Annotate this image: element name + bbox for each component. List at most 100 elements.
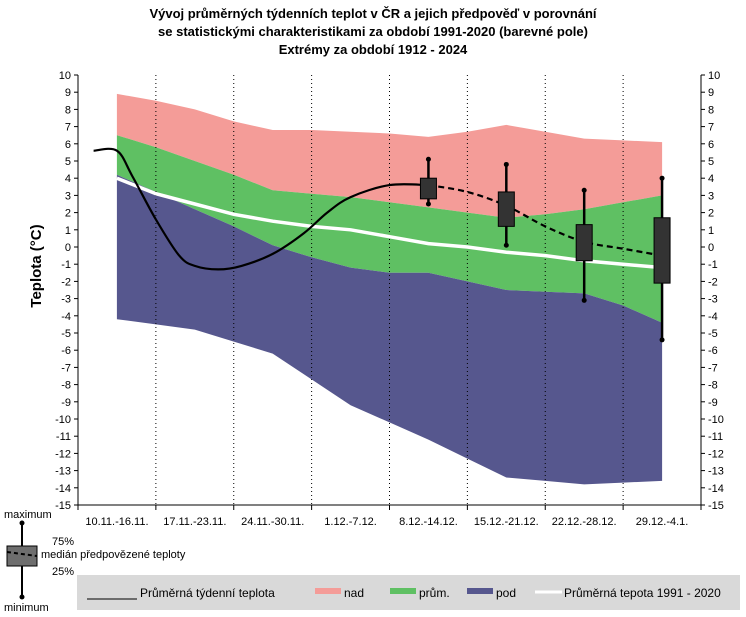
box-min-point — [503, 242, 509, 248]
box-key-25: 25% — [52, 566, 74, 578]
y-tick-label-left: -11 — [56, 431, 71, 443]
y-tick-label-right: 3 — [708, 190, 714, 202]
y-tick-label-right: -15 — [708, 500, 724, 512]
y-tick-label-left: -12 — [55, 448, 71, 460]
box-key-maximum: maximum — [4, 509, 52, 521]
x-category-label: 17.11.-23.11. — [163, 516, 226, 528]
x-category-label: 1.12.-7.12. — [324, 516, 377, 528]
y-tick-label-right: 2 — [708, 208, 714, 220]
y-tick-label-right: -12 — [708, 448, 724, 460]
box-iqr — [419, 177, 437, 200]
y-tick-label-left: 7 — [65, 122, 71, 134]
y-tick-label-left: 2 — [65, 208, 71, 220]
chart-title-line-3: Extrémy za období 1912 - 2024 — [279, 42, 468, 57]
y-tick-label-left: -8 — [61, 380, 71, 392]
box-key: maximum 75% medián předpovězené teploty … — [4, 509, 186, 614]
box-key-median-line — [6, 551, 38, 557]
legend-observed-label: Průměrná týdenní teplota — [140, 586, 275, 600]
box-iqr — [497, 191, 515, 227]
band-pod — [116, 174, 663, 485]
y-tick-label-right: 1 — [708, 225, 714, 237]
chart-title-line-1: Vývoj průměrných týdenních teplot v ČR a… — [149, 6, 596, 21]
y-tick-label-right: -14 — [708, 483, 724, 495]
x-category-label: 22.12.-28.12. — [552, 516, 617, 528]
y-tick-label-right: -2 — [708, 276, 718, 288]
y-tick-label-right: 10 — [708, 70, 720, 82]
box-max-point — [581, 187, 587, 193]
chart-title-line-2: se statistickými charakteristikami za ob… — [158, 24, 588, 39]
y-tick-label-left: -4 — [61, 311, 71, 323]
normal-mean-line — [116, 176, 663, 270]
box-min-point — [425, 201, 431, 207]
y-tick-label-right: -4 — [708, 311, 718, 323]
y-tick-label-left: 3 — [65, 190, 71, 202]
y-tick-label-right: 7 — [708, 122, 714, 134]
y-tick-label-right: -10 — [708, 414, 724, 426]
y-tick-label-left: 9 — [65, 87, 71, 99]
y-tick-label-right: -9 — [708, 397, 718, 409]
y-axis-label: Teplota (°C) — [28, 224, 45, 307]
y-tick-label-right: -13 — [708, 466, 724, 478]
x-category-label: 10.11.-16.11. — [85, 516, 148, 528]
axes — [74, 74, 705, 510]
y-tick-label-right: 9 — [708, 87, 714, 99]
x-category-labels: 10.11.-16.11. 17.11.-23.11. 24.11.-30.11. 1… — [85, 516, 688, 528]
x-category-label: 29.12.-4.1. — [636, 516, 689, 528]
box-iqr — [575, 224, 593, 262]
y-tick-label-right: 4 — [708, 173, 714, 185]
y-tick-label-left: 1 — [65, 225, 71, 237]
box-iqr — [653, 217, 671, 284]
box-key-median: medián předpovězené teploty — [41, 549, 186, 561]
x-category-label: 24.11.-30.11. — [241, 516, 304, 528]
y-tick-label-right: 8 — [708, 104, 714, 116]
box-max-point — [503, 161, 509, 167]
legend-pod-label: pod — [496, 586, 516, 600]
box-key-box — [6, 545, 38, 567]
y-tick-label-left: 8 — [65, 104, 71, 116]
legend-pod-swatch — [467, 588, 493, 594]
y-tick-label-right: -7 — [708, 362, 718, 374]
legend-nad-label: nad — [344, 586, 364, 600]
y-tick-label-right: -3 — [708, 294, 718, 306]
legend-prum-label: prům. — [419, 586, 450, 600]
y-tick-label-right: -8 — [708, 380, 718, 392]
observed-line — [93, 147, 429, 271]
y-tick-label-right: -1 — [708, 259, 718, 271]
y-tick-label-left: 4 — [65, 173, 71, 185]
y-tick-label-right: -6 — [708, 345, 718, 357]
legend-normal-label: Průměrná tepota 1991 - 2020 — [564, 586, 721, 600]
y-tick-label-left: -9 — [61, 397, 71, 409]
y-tick-label-left: -7 — [61, 362, 71, 374]
y-tick-label-right: 0 — [708, 242, 714, 254]
box-max-point — [425, 156, 431, 162]
y-tick-label-left: 10 — [59, 70, 71, 82]
y-tick-label-left: -6 — [61, 345, 71, 357]
x-category-label: 15.12.-21.12. — [474, 516, 539, 528]
y-tick-label-left: -5 — [61, 328, 71, 340]
y-tick-labels-left: 109876543210-1-2-3-4-5-6-7-8-9-10-11-12-… — [55, 70, 71, 512]
box-min-point — [659, 337, 665, 343]
y-tick-label-left: -10 — [55, 414, 71, 426]
x-category-label: 8.12.-14.12. — [399, 516, 458, 528]
y-tick-label-left: -15 — [55, 500, 71, 512]
box-max-point — [659, 175, 665, 181]
y-tick-label-left: -2 — [61, 276, 71, 288]
y-tick-label-left: 0 — [65, 242, 71, 254]
y-tick-label-left: -1 — [61, 259, 71, 271]
y-tick-label-right: -11 — [708, 431, 723, 443]
box-min-point — [581, 297, 587, 303]
forecast-median-line — [428, 184, 663, 257]
box-key-75: 75% — [52, 536, 74, 548]
box-key-minimum: minimum — [4, 602, 49, 614]
y-tick-label-left: -3 — [61, 294, 71, 306]
legend: Průměrná týdenní teplota nad prům. pod P… — [77, 575, 740, 610]
y-tick-label-right: -5 — [708, 328, 718, 340]
legend-nad-swatch — [315, 588, 341, 594]
y-tick-label-left: 5 — [65, 156, 71, 168]
y-tick-label-left: -13 — [55, 466, 71, 478]
legend-prum-swatch — [390, 588, 416, 594]
y-tick-label-left: -14 — [55, 483, 71, 495]
y-tick-labels-right: 109876543210-1-2-3-4-5-6-7-8-9-10-11-12-… — [708, 70, 724, 512]
y-tick-label-right: 5 — [708, 156, 714, 168]
